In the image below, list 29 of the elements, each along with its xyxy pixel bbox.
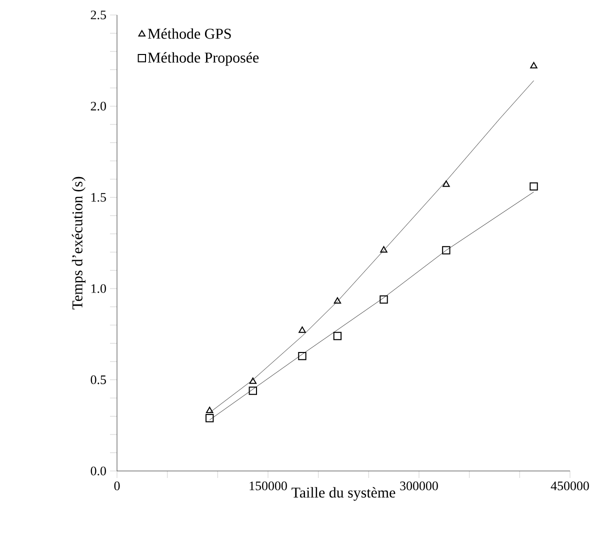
y-axis-title: Temps d’exécution (s) — [72, 176, 86, 310]
x-tick-label: 150000 — [250, 482, 287, 490]
point — [248, 386, 258, 395]
point — [249, 378, 257, 384]
point — [530, 62, 538, 68]
point — [333, 332, 342, 340]
line-series — [209, 80, 534, 413]
y-tick-label: 1.5 — [91, 193, 106, 202]
y-tick-label: 0.5 — [90, 375, 106, 384]
x-tick-label: 0 — [114, 482, 120, 490]
legend-label: Méthode GPS — [148, 28, 231, 39]
point — [206, 414, 214, 422]
y-tick-label: 2.5 — [90, 10, 106, 20]
point — [380, 295, 388, 304]
x-axis-title: Taille du système — [292, 487, 396, 501]
x-tick-label: 450000 — [550, 482, 589, 490]
point — [530, 182, 538, 191]
legend-label: Méthode Proposée — [148, 52, 259, 66]
point — [298, 326, 306, 333]
y-tick-label: 2.0 — [90, 102, 106, 111]
point — [442, 246, 450, 254]
y-tick-label: 0.0 — [90, 466, 106, 476]
point — [380, 246, 388, 253]
point — [206, 406, 214, 414]
point — [334, 297, 342, 304]
x-tick-label: 300000 — [400, 482, 438, 490]
point — [442, 180, 450, 187]
y-tick-label: 1.0 — [91, 284, 106, 293]
point — [298, 352, 306, 360]
